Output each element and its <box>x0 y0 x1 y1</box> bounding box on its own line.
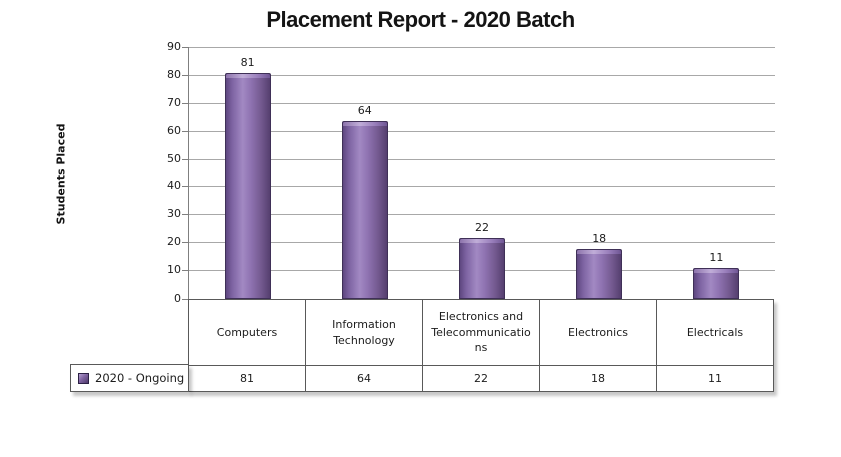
bar-value-label: 11 <box>709 251 724 264</box>
value-cell: 22 <box>422 366 539 391</box>
legend-cell: 2020 - Ongoing <box>70 364 189 392</box>
category-header-row: Computers Information Technology Electroni… <box>189 300 773 366</box>
y-axis-tick-20 <box>182 242 189 244</box>
legend-series-label: 2020 - Ongoing <box>95 371 185 385</box>
y-tick-label-0: 0 <box>174 292 181 305</box>
y-tick-label-70: 70 <box>167 95 181 109</box>
y-tick-label-20: 20 <box>167 235 181 249</box>
bar-value-label: 81 <box>240 56 255 69</box>
y-tick-label-90: 90 <box>167 40 181 53</box>
y-axis-tick-50 <box>182 158 189 160</box>
category-cell: Electronics and Telecommunications <box>422 300 539 365</box>
y-tick-label-80: 80 <box>167 67 181 81</box>
gridline-90 <box>189 47 775 48</box>
category-cell: Computers <box>216 325 278 339</box>
y-tick-label-10: 10 <box>167 263 181 277</box>
value-row: 81 64 22 18 11 <box>189 366 773 391</box>
y-tick-label-60: 60 <box>167 123 181 137</box>
category-cell: Electronics <box>539 300 656 365</box>
y-axis-tick-80 <box>182 74 189 76</box>
y-axis-tick-10 <box>182 270 189 272</box>
bar-computers <box>224 73 271 299</box>
category-cell: Information Technology <box>305 300 422 365</box>
value-cell: 64 <box>305 366 422 391</box>
bar-electronics <box>576 249 623 299</box>
y-tick-label-40: 40 <box>167 179 181 193</box>
value-cell: 11 <box>656 366 773 391</box>
y-axis-tick-60 <box>182 130 189 132</box>
y-tick-label-50: 50 <box>167 151 181 165</box>
bar-value-label: 64 <box>357 104 372 117</box>
value-cell: 81 <box>240 371 254 385</box>
y-axis-tick-30 <box>182 214 189 216</box>
gridline-30 <box>189 214 775 216</box>
category-cell: Electricals <box>656 300 773 365</box>
y-axis-title: Students Placed <box>54 123 68 225</box>
y-axis-tick-70 <box>182 102 189 104</box>
plot-area: 0 10 20 30 40 50 60 70 80 90 81 64 22 18 11 <box>167 40 775 305</box>
gridline-70 <box>189 102 775 104</box>
bar-value-label: 18 <box>592 232 607 245</box>
y-tick-label-30: 30 <box>167 207 181 221</box>
bar-information-technology <box>341 121 388 299</box>
gridline-50 <box>189 158 775 160</box>
y-axis-tick-90 <box>182 47 189 48</box>
y-axis-tick-40 <box>182 186 189 188</box>
chart-title: Placement Report - 2020 Batch <box>266 7 575 32</box>
bar-electronics-and-telecommunications <box>459 238 505 299</box>
data-table: Computers Information Technology Electroni… <box>188 299 774 392</box>
legend-key-icon <box>78 372 89 384</box>
gridline-60 <box>189 130 775 132</box>
value-cell: 18 <box>539 366 656 391</box>
bar-value-label: 22 <box>474 221 489 234</box>
bar-electricals <box>693 268 740 299</box>
y-axis-tick-0 <box>182 299 189 300</box>
gridline-80 <box>189 74 775 76</box>
gridline-40 <box>189 186 775 188</box>
